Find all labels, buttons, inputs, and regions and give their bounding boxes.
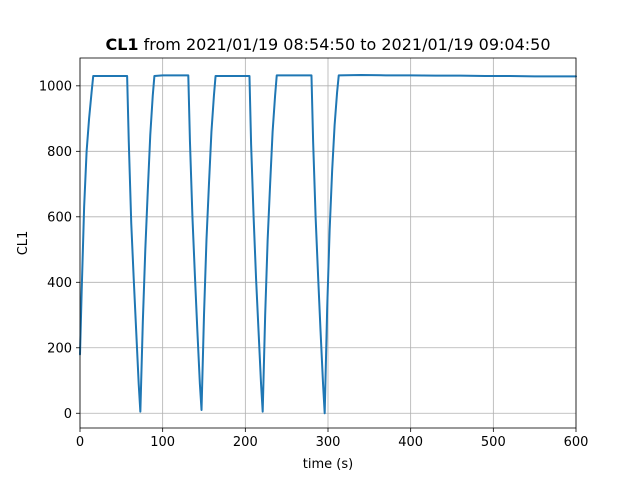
y-axis-label: CL1 [16,231,31,256]
x-tick-label: 400 [398,435,423,450]
chart-title-rest: from 2021/01/19 08:54:50 to 2021/01/19 0… [139,35,551,54]
y-tick-label: 800 [47,145,72,160]
series-line-1 [79,74,577,415]
series-layer [79,74,577,415]
chart-title-bold: CL1 [105,35,138,54]
grid [79,58,577,428]
y-tick-label: 600 [47,210,72,225]
y-tick-label: 400 [47,276,72,291]
x-tick-label: 600 [564,435,589,450]
x-tick-label: 300 [316,435,341,450]
y-tick-label: 200 [47,341,72,356]
x-tick-label: 0 [76,435,84,450]
x-tick-label: 100 [150,435,175,450]
y-tick-label: 0 [64,407,72,422]
x-axis-label: time (s) [303,457,353,472]
x-tick-label: 500 [481,435,506,450]
y-tick-label: 1000 [39,79,72,94]
x-tick-label: 200 [233,435,258,450]
ticks: 0 100 200 300 400 500 600 0 200 400 600 800 1000 [39,79,589,450]
chart-title: CL1 from 2021/01/19 08:54:50 to 2021/01/… [105,35,550,54]
